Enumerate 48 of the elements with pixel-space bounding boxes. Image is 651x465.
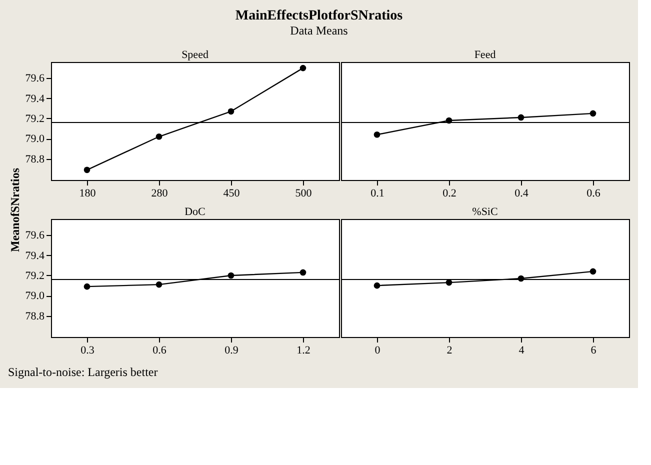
x-axis-title: DoC xyxy=(184,206,206,218)
chart-title: MainEffectsPlotforSNratios xyxy=(235,8,404,24)
x-tick-label: 500 xyxy=(295,188,312,200)
y-tick-label: 79.2 xyxy=(25,270,44,282)
point xyxy=(300,64,306,72)
x-tick-label: 0.9 xyxy=(224,344,239,356)
point xyxy=(84,283,90,290)
x-tick-label: 180 xyxy=(79,188,96,200)
point xyxy=(300,269,306,276)
x-axis-title: %SiC xyxy=(472,206,498,218)
y-tick-label: 79.2 xyxy=(25,112,44,125)
point xyxy=(228,108,234,115)
y-tick-label: 79.6 xyxy=(25,72,45,85)
x-tick-label: 4 xyxy=(518,344,525,356)
y-tick-label: 79.0 xyxy=(25,133,45,146)
x-tick-label: 0.6 xyxy=(152,344,167,356)
point xyxy=(156,281,162,288)
x-tick-label: 0.3 xyxy=(80,344,95,356)
x-tick-label: 0.6 xyxy=(586,188,601,200)
y-tick-label: 78.8 xyxy=(25,153,45,166)
point xyxy=(228,272,234,279)
x-tick-label: 0 xyxy=(374,344,381,356)
chart-subtitle: Data Means xyxy=(290,24,348,38)
x-tick-label: 2 xyxy=(446,344,452,356)
x-axis-title: Speed xyxy=(182,49,209,61)
x-axis-title: Feed xyxy=(474,49,496,61)
x-tick-label: 0.1 xyxy=(370,188,384,200)
x-tick-label: 280 xyxy=(151,188,168,200)
y-tick-label: 78.8 xyxy=(25,310,45,322)
point xyxy=(374,131,380,138)
point xyxy=(590,110,596,117)
y-tick-label: 79.4 xyxy=(25,92,45,105)
text: Signal-to-noise: Largeris better xyxy=(8,365,158,379)
y-tick-label: 79.4 xyxy=(25,250,45,262)
x-tick-label: 6 xyxy=(590,344,597,356)
y-axis-title: MeanofSNratios xyxy=(8,168,22,252)
point xyxy=(374,282,380,289)
point xyxy=(446,279,452,286)
x-tick-label: 450 xyxy=(223,188,240,200)
x-tick-label: 1.2 xyxy=(296,344,310,356)
x-tick-label: 0.4 xyxy=(514,188,529,200)
point xyxy=(518,114,524,121)
point xyxy=(84,166,90,174)
y-tick-label: 79.6 xyxy=(25,230,45,242)
x-tick-label: 0.2 xyxy=(442,188,456,200)
point xyxy=(590,268,596,275)
y-tick-label: 79.0 xyxy=(25,290,45,302)
point xyxy=(156,133,162,140)
